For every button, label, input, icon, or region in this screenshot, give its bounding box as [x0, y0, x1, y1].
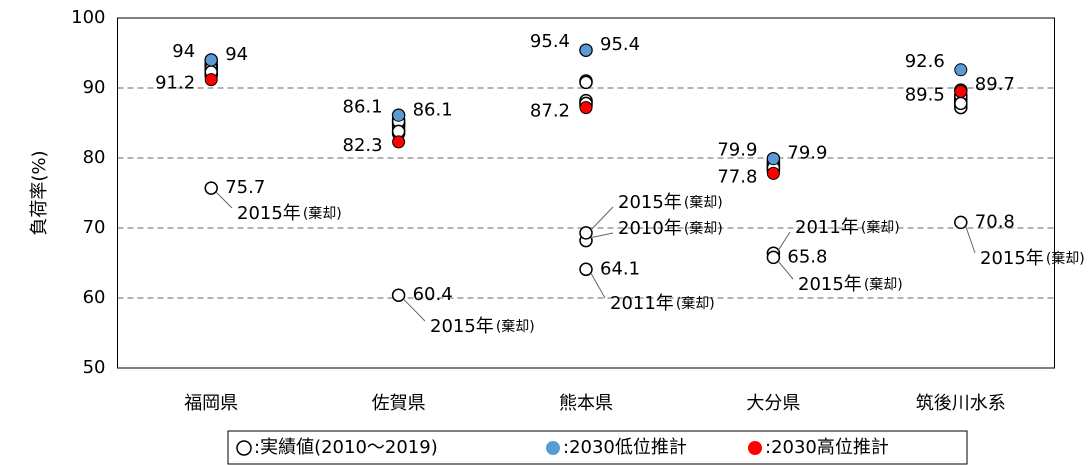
leader-line [590, 273, 606, 299]
data-label: 91.2 [155, 73, 195, 94]
annotation-text: 2015年 [798, 274, 862, 295]
projection-point [204, 53, 218, 67]
legend-label: :2030高位推計 [765, 437, 889, 458]
projection-point [579, 101, 593, 115]
annotation-text: 2015年 [237, 203, 301, 224]
annotation-note: (棄却) [496, 319, 535, 335]
data-label: 82.3 [343, 135, 383, 156]
y-tick-label: 70 [83, 217, 106, 238]
actual-point [579, 262, 593, 277]
y-tick-label: 80 [83, 147, 106, 168]
actual-point [204, 181, 218, 195]
leader-line [403, 298, 426, 322]
data-label: 87.2 [530, 101, 570, 122]
y-axis-label: 負荷率(%) [29, 150, 50, 235]
annotation-note: (棄却) [684, 221, 723, 237]
legend-label: :実績値(2010～2019) [254, 437, 438, 458]
x-tick-label: 筑後川水系 [916, 393, 1006, 414]
projection-point [392, 135, 406, 149]
x-tick-label: 熊本県 [559, 393, 613, 414]
annotation-text: 2015年 [618, 192, 682, 213]
leader-line [590, 232, 614, 239]
data-label: 94 [172, 41, 195, 62]
annotation: 2011年 (棄却) [610, 293, 715, 314]
actual-point [766, 250, 781, 265]
annotation: 2015年 (棄却) [980, 248, 1085, 269]
annotation: 2015年 (棄却) [798, 274, 903, 295]
data-label: 95.4 [530, 31, 570, 52]
data-label: 64.1 [600, 258, 640, 279]
actual-point [954, 96, 968, 111]
data-label: 86.1 [413, 99, 453, 120]
legend-marker [236, 440, 252, 456]
annotation-note: (棄却) [676, 296, 715, 312]
legend-marker [546, 441, 560, 455]
annotation-note: (棄却) [684, 195, 723, 211]
leader-line [777, 231, 791, 251]
data-label: 60.4 [413, 284, 453, 305]
projection-point [392, 108, 406, 122]
data-label: 70.8 [975, 211, 1015, 232]
actual-point [954, 215, 968, 230]
y-tick-label: 90 [83, 77, 106, 98]
x-tick-label: 福岡県 [184, 393, 238, 414]
annotation: 2011年 (棄却) [795, 217, 900, 238]
annotation: 2015年 (棄却) [430, 316, 535, 337]
annotation-note: (棄却) [861, 220, 900, 236]
legend-marker [748, 441, 762, 455]
legend-label: :2030低位推計 [563, 437, 687, 458]
annotation-text: 2015年 [980, 248, 1044, 269]
annotation-text: 2011年 [795, 217, 859, 238]
data-label: 94 [225, 44, 248, 65]
data-label: 92.6 [905, 51, 945, 72]
projection-point [954, 85, 968, 98]
data-label: 65.8 [787, 246, 827, 267]
annotation-text: 2015年 [430, 316, 494, 337]
data-label: 86.1 [343, 96, 383, 117]
y-tick-label: 100 [71, 7, 105, 28]
leader-line [590, 206, 614, 231]
plot-border [117, 17, 1055, 369]
actual-point [579, 226, 593, 240]
leader-line [965, 226, 976, 254]
x-tick-label: 大分県 [746, 393, 800, 414]
annotation-text: 2011年 [610, 293, 674, 314]
annotation: 2015年 (棄却) [618, 192, 723, 213]
y-tick-label: 60 [83, 287, 106, 308]
data-label: 77.8 [717, 166, 757, 187]
actual-point [579, 75, 593, 90]
annotation-note: (棄却) [864, 277, 903, 293]
projection-point [766, 166, 780, 180]
annotation-note: (棄却) [1046, 251, 1085, 267]
annotation-note: (棄却) [303, 206, 342, 222]
projection-point [954, 63, 968, 77]
data-label: 79.9 [787, 143, 827, 164]
actual-point [391, 288, 406, 302]
annotation: 2010年 (棄却) [618, 218, 723, 239]
projection-point [579, 43, 593, 57]
leader-line [778, 261, 794, 280]
data-label: 89.7 [975, 74, 1015, 95]
data-label: 79.9 [717, 140, 757, 161]
annotation-text: 2010年 [618, 218, 682, 239]
projection-point [204, 73, 218, 87]
annotation: 2015年 (棄却) [237, 203, 342, 224]
data-label: 75.7 [225, 177, 265, 198]
legend-box [227, 430, 968, 465]
data-label: 95.4 [600, 34, 640, 55]
projection-point [766, 152, 780, 166]
leader-line [215, 191, 233, 209]
y-tick-label: 50 [83, 357, 106, 378]
x-tick-label: 佐賀県 [372, 393, 426, 414]
data-label: 89.5 [905, 85, 945, 106]
